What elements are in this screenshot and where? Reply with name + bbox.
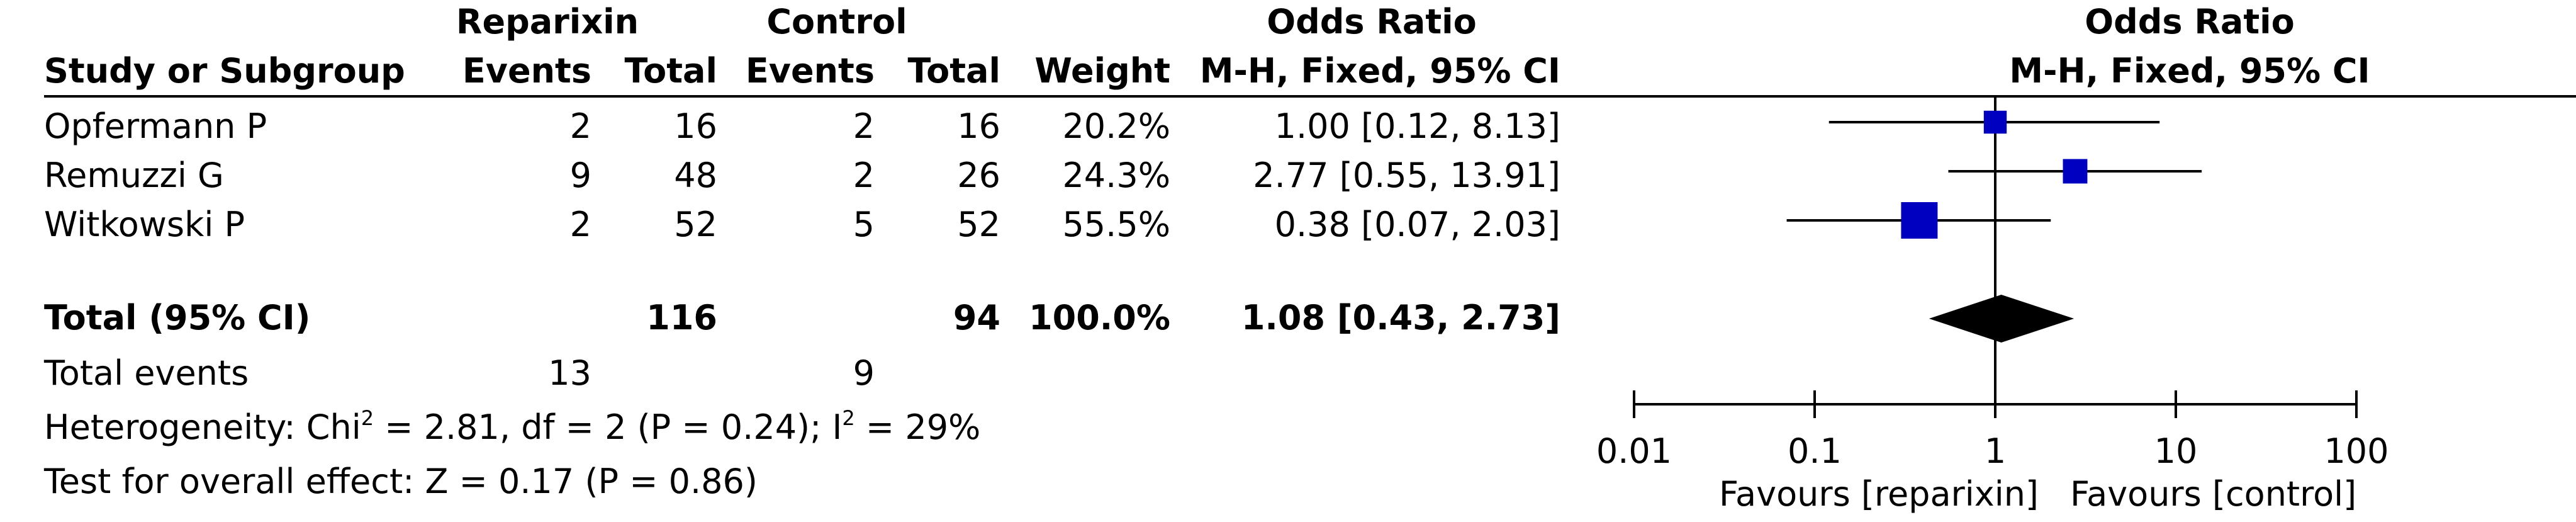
- events2: 2: [853, 106, 875, 146]
- events1-header: Events: [462, 51, 591, 91]
- study-name: Witkowski P: [44, 205, 245, 244]
- odds-ratio-ci: 2.77 [0.55, 13.91]: [1253, 156, 1560, 195]
- total1-header: Total: [624, 51, 717, 91]
- total2: 94: [953, 298, 1000, 338]
- odds-ratio-header: Odds Ratio: [1267, 2, 1477, 42]
- total2-header: Total: [907, 51, 1000, 91]
- ci-header: M-H, Fixed, 95% CI: [1199, 51, 1560, 91]
- total1: 116: [646, 298, 717, 338]
- group2-header: Control: [766, 2, 907, 42]
- total-label: Total (95% CI): [44, 298, 311, 338]
- events2: 5: [853, 205, 875, 244]
- events1: 2: [569, 205, 591, 244]
- total-ci: 1.08 [0.43, 2.73]: [1241, 298, 1560, 338]
- study-name: Remuzzi G: [44, 156, 224, 195]
- total-weight: 100.0%: [1029, 298, 1170, 338]
- events1: 9: [569, 156, 591, 195]
- total2: 26: [957, 156, 1000, 195]
- events1: 2: [569, 106, 591, 146]
- pooled-diamond: [1929, 295, 2075, 343]
- total-events-label: Total events: [44, 353, 249, 393]
- study-marker: [1983, 110, 2007, 134]
- total1: 16: [674, 106, 717, 146]
- weight: 55.5%: [1062, 205, 1170, 244]
- total1: 48: [674, 156, 717, 195]
- plot-title: Odds Ratio: [2085, 2, 2295, 42]
- events2-header: Events: [745, 51, 875, 91]
- tick-label: 100: [2324, 431, 2389, 471]
- favours-left-label: Favours [reparixin]: [1718, 474, 2039, 514]
- tick-label: 1: [1984, 431, 2007, 471]
- favours-right-label: Favours [control]: [2070, 474, 2357, 514]
- study-marker: [2063, 159, 2088, 184]
- odds-ratio-ci: 1.00 [0.12, 8.13]: [1274, 106, 1560, 146]
- study-marker: [1901, 202, 1938, 239]
- study-column-header: Study or Subgroup: [44, 51, 405, 91]
- total1: 52: [674, 205, 717, 244]
- total-events2: 9: [853, 353, 875, 393]
- events2: 2: [853, 156, 875, 195]
- overall-effect-text: Test for overall effect: Z = 0.17 (P = 0…: [44, 462, 758, 501]
- tick-label: 0.01: [1596, 431, 1672, 471]
- tick-label: 0.1: [1788, 431, 1842, 471]
- total2: 52: [957, 205, 1000, 244]
- weight: 24.3%: [1062, 156, 1170, 195]
- weight-header: Weight: [1034, 51, 1170, 91]
- heterogeneity-text: Heterogeneity: Chi2 = 2.81, df = 2 (P = …: [44, 406, 981, 447]
- plot-method: M-H, Fixed, 95% CI: [2009, 51, 2370, 91]
- weight: 20.2%: [1062, 106, 1170, 146]
- odds-ratio-ci: 0.38 [0.07, 2.03]: [1274, 205, 1560, 244]
- group1-header: Reparixin: [456, 2, 639, 42]
- tick-label: 10: [2154, 431, 2198, 471]
- study-name: Opfermann P: [44, 106, 267, 146]
- total2: 16: [957, 106, 1000, 146]
- total-events1: 13: [548, 353, 591, 393]
